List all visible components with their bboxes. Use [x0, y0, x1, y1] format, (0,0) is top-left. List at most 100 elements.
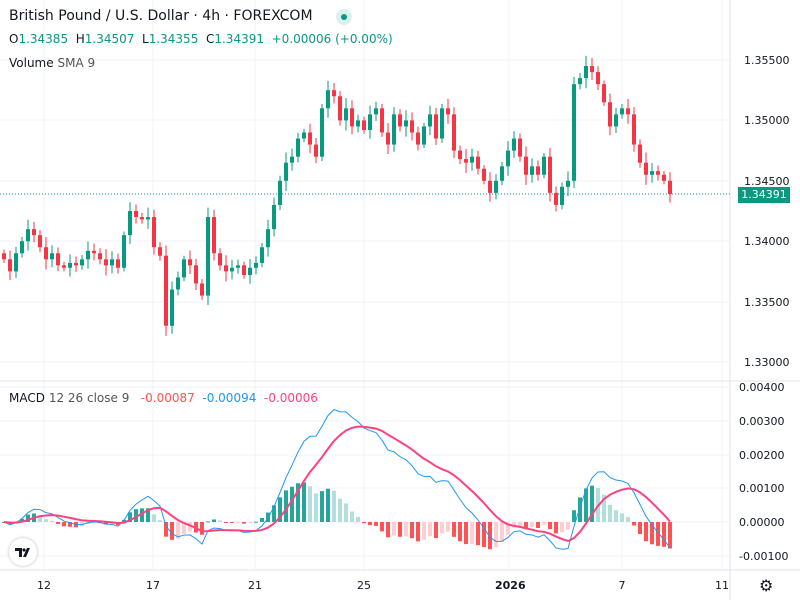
- market-status-icon[interactable]: [336, 9, 352, 25]
- low-label: L: [142, 32, 149, 46]
- macd-histogram-bar: [260, 517, 264, 522]
- macd-legend[interactable]: MACD 12 26 close 9 -0.00087 -0.00094 -0.…: [9, 391, 318, 405]
- candle-up: [296, 138, 300, 157]
- candle-down: [8, 259, 12, 272]
- candle-down: [308, 132, 312, 145]
- candle-up: [440, 108, 444, 139]
- macd-histogram-bar: [392, 522, 396, 536]
- macd-histogram-bar: [290, 486, 294, 522]
- candle-up: [566, 180, 570, 187]
- price-axis-label: 1.33000: [744, 356, 790, 369]
- candle-down: [386, 132, 390, 145]
- candle-down: [2, 253, 6, 260]
- time-axis-label: 7: [618, 579, 626, 592]
- candle-up: [68, 262, 72, 268]
- macd-histogram-bar: [410, 522, 414, 539]
- macd-histogram-bar: [452, 522, 456, 537]
- macd-histogram-bar: [434, 522, 438, 539]
- symbol-title[interactable]: British Pound / U.S. Dollar · 4h · FOREX…: [9, 8, 313, 24]
- candle-up: [578, 78, 582, 85]
- candle-down: [134, 211, 138, 218]
- candle-up: [272, 204, 276, 230]
- candle-down: [314, 144, 318, 157]
- candle-up: [620, 108, 624, 115]
- candle-down: [554, 192, 558, 205]
- candle-up: [392, 114, 396, 145]
- signal-line: [3, 425, 671, 543]
- candle-down: [608, 102, 612, 127]
- macd-histogram-bar: [590, 485, 594, 522]
- macd-histogram-bar: [248, 522, 252, 524]
- macd-histogram-bar: [50, 520, 54, 522]
- candle-up: [494, 180, 498, 193]
- macd-histogram-bar: [44, 519, 48, 522]
- candle-down: [62, 265, 66, 268]
- high-value: 1.34507: [84, 32, 135, 46]
- candle-up: [530, 166, 534, 175]
- macd-histogram-bar: [92, 522, 96, 523]
- macd-histogram-bar: [206, 521, 210, 523]
- macd-histogram-bar: [506, 522, 510, 535]
- candle-down: [104, 259, 108, 266]
- macd-histogram-bar: [626, 517, 630, 522]
- macd-histogram-bar: [398, 522, 402, 537]
- macd-label: MACD: [9, 391, 45, 405]
- candle-up: [248, 267, 252, 276]
- macd-histogram-bar: [170, 522, 174, 540]
- candle-down: [548, 156, 552, 193]
- macd-histogram-bar: [524, 522, 528, 528]
- macd-histogram-bar: [128, 512, 132, 522]
- candle-up: [290, 156, 294, 163]
- macd-histogram-bar: [632, 522, 636, 526]
- candle-down: [398, 114, 402, 127]
- macd-histogram-bar: [146, 508, 150, 522]
- candle-down: [644, 162, 648, 175]
- current-price-tag: 1.34391: [738, 187, 790, 203]
- macd-histogram-bar: [566, 522, 570, 530]
- candle-down: [38, 235, 42, 248]
- macd-signal-value: -0.00006: [263, 391, 318, 405]
- candle-up: [230, 267, 234, 272]
- candle-up: [170, 289, 174, 326]
- candle-down: [524, 156, 528, 175]
- macd-histogram-bar: [668, 522, 672, 549]
- tradingview-logo[interactable]: [9, 538, 37, 566]
- settings-gear-icon[interactable]: ⚙: [759, 576, 774, 595]
- candle-down: [464, 159, 468, 163]
- candle-up: [422, 126, 426, 145]
- candle-down: [332, 90, 336, 97]
- macd-axis-label: 0.00200: [739, 449, 785, 462]
- open-value: 1.34385: [18, 32, 69, 46]
- macd-histogram-bar: [578, 497, 582, 522]
- volume-params: SMA 9: [57, 56, 96, 70]
- volume-legend[interactable]: Volume SMA 9: [9, 56, 95, 70]
- macd-histogram-bar: [284, 490, 288, 522]
- candle-down: [194, 265, 198, 284]
- time-axis-label: 25: [357, 579, 371, 592]
- candle-up: [614, 114, 618, 127]
- macd-histogram-bar: [218, 520, 222, 522]
- candle-down: [638, 144, 642, 163]
- time-axis-label: 21: [248, 579, 262, 592]
- macd-histogram-bar: [68, 522, 72, 527]
- candle-up: [302, 132, 306, 139]
- candle-up: [560, 186, 564, 205]
- macd-histogram-bar: [158, 520, 162, 522]
- candle-up: [80, 259, 84, 266]
- candle-down: [362, 120, 366, 131]
- macd-histogram-bar: [278, 497, 282, 522]
- macd-line: [3, 409, 671, 550]
- macd-axis-label: 0.00400: [739, 381, 785, 394]
- macd-histogram-bar: [152, 514, 156, 522]
- symbol-title-text: British Pound / U.S. Dollar · 4h · FOREX…: [9, 8, 313, 24]
- macd-histogram-bar: [212, 519, 216, 522]
- macd-histogram-bar: [62, 522, 66, 527]
- macd-histogram-bar: [254, 521, 258, 523]
- macd-histogram-bar: [236, 522, 240, 523]
- macd-histogram-bar: [272, 505, 276, 522]
- candle-up: [50, 253, 54, 260]
- open-label: O: [9, 32, 19, 46]
- change-value: +0.00006 (+0.00%): [271, 32, 393, 46]
- price-axis-label: 1.34500: [744, 175, 790, 188]
